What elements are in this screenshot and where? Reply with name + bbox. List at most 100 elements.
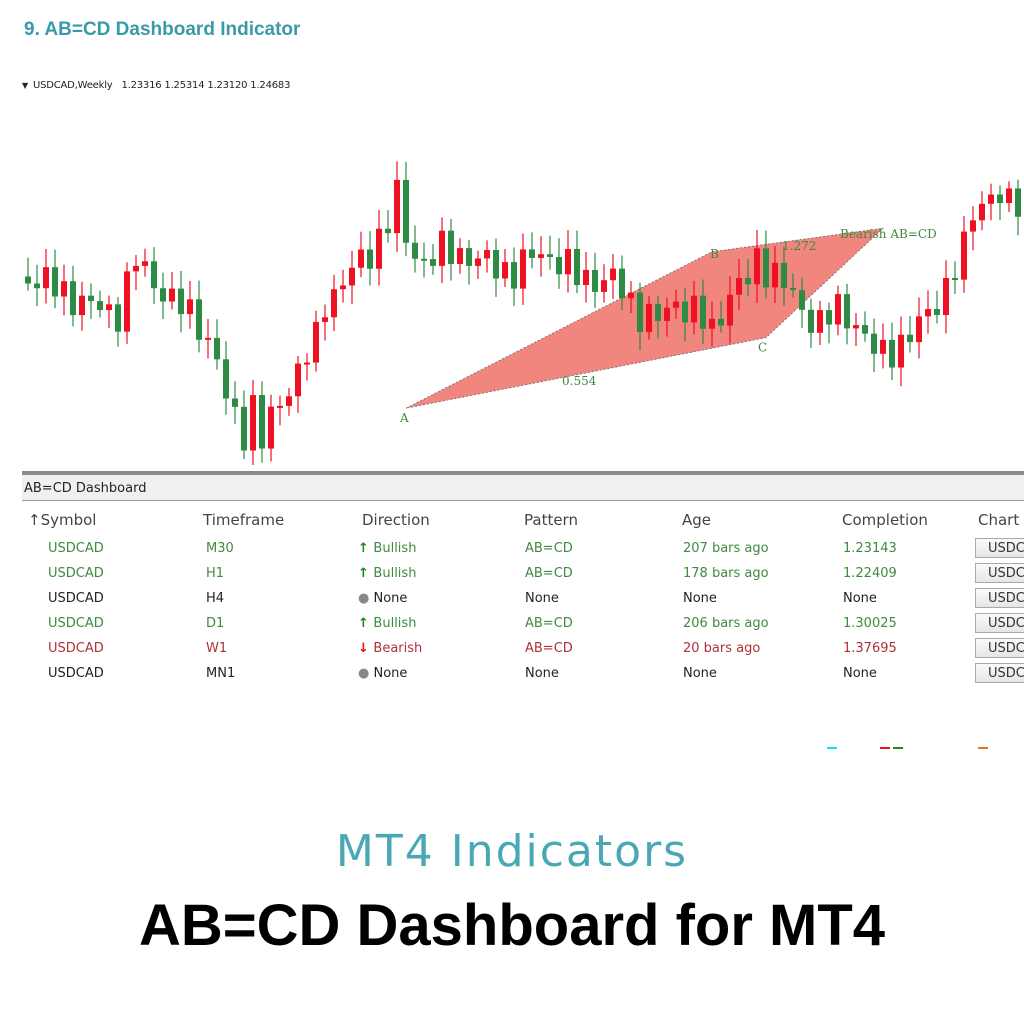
row-pattern: AB=CD bbox=[525, 566, 573, 581]
column-header-completion[interactable]: Completion bbox=[842, 511, 928, 529]
row-age: 20 bars ago bbox=[683, 641, 761, 656]
candle-body bbox=[187, 299, 193, 315]
candle-body bbox=[502, 262, 508, 279]
candle-body bbox=[889, 339, 895, 368]
candle-body bbox=[772, 262, 778, 288]
column-header-chart[interactable]: Chart bbox=[978, 511, 1019, 529]
open-chart-button[interactable]: USDCAD bbox=[975, 613, 1024, 633]
candle-body bbox=[871, 333, 877, 354]
ohlc-high: 1.25314 bbox=[164, 80, 205, 91]
row-pattern: AB=CD bbox=[525, 641, 573, 656]
candle-body bbox=[565, 248, 571, 275]
candle-body bbox=[583, 269, 589, 286]
candle-body bbox=[574, 248, 580, 286]
column-label: Direction bbox=[362, 511, 430, 529]
candle-body bbox=[790, 287, 796, 291]
candle-body bbox=[115, 304, 121, 332]
legend-dash bbox=[893, 747, 903, 749]
candle-body bbox=[529, 249, 535, 258]
candle-body bbox=[925, 309, 931, 317]
candle-body bbox=[826, 310, 832, 325]
panel-divider[interactable] bbox=[22, 471, 1024, 475]
open-chart-button[interactable]: USDCAD bbox=[975, 563, 1024, 583]
column-header-symbol[interactable]: ↑Symbol bbox=[28, 511, 96, 529]
open-chart-button[interactable]: USDCAD bbox=[975, 588, 1024, 608]
arrow-down-icon: ↓ bbox=[358, 641, 374, 656]
candle-body bbox=[169, 288, 175, 302]
candle-body bbox=[322, 317, 328, 322]
row-age: None bbox=[683, 591, 717, 606]
candle-body bbox=[556, 257, 562, 275]
open-chart-button[interactable]: USDCAD bbox=[975, 663, 1024, 683]
row-completion: 1.22409 bbox=[843, 566, 897, 581]
candle-body bbox=[124, 271, 130, 332]
candle-body bbox=[520, 249, 526, 289]
candle-body bbox=[223, 359, 229, 399]
candle-body bbox=[448, 230, 454, 264]
candle-body bbox=[25, 276, 31, 284]
candle-body bbox=[511, 262, 517, 289]
footer-headline: AB=CD Dashboard for MT4 bbox=[138, 893, 885, 958]
candle-body bbox=[637, 292, 643, 333]
candle-body bbox=[781, 262, 787, 288]
column-label: Pattern bbox=[524, 511, 578, 529]
dropdown-triangle-icon[interactable]: ▼ bbox=[22, 81, 28, 90]
candle-body bbox=[592, 269, 598, 292]
candle-body bbox=[214, 337, 220, 360]
column-label: Timeframe bbox=[203, 511, 285, 529]
chart-symbol: USDCAD,Weekly bbox=[32, 80, 113, 91]
candle-body bbox=[727, 294, 733, 326]
candle-body bbox=[799, 290, 805, 310]
column-header-timeframe[interactable]: Timeframe bbox=[203, 511, 284, 529]
ohlc-close: 1.24683 bbox=[250, 80, 291, 91]
ratio-label-bcd: 1.272 bbox=[782, 239, 816, 253]
candle-body bbox=[358, 249, 364, 268]
column-header-pattern[interactable]: Pattern bbox=[524, 511, 578, 529]
candle-body bbox=[862, 325, 868, 334]
candle-body bbox=[475, 258, 481, 266]
candle-body bbox=[205, 337, 211, 340]
candle-body bbox=[979, 203, 985, 221]
row-direction: ● None bbox=[358, 666, 407, 681]
candle-body bbox=[421, 258, 427, 261]
candle-body bbox=[403, 179, 409, 243]
candle-body bbox=[736, 277, 742, 295]
column-label: Chart bbox=[978, 511, 1020, 529]
candle-body bbox=[241, 406, 247, 451]
candle-body bbox=[484, 249, 490, 259]
row-completion: 1.23143 bbox=[843, 541, 897, 556]
row-age: None bbox=[683, 666, 717, 681]
candle-body bbox=[331, 289, 337, 318]
candle-body bbox=[1015, 188, 1021, 217]
candle-body bbox=[313, 321, 319, 363]
open-chart-button[interactable]: USDCAD bbox=[975, 638, 1024, 658]
row-timeframe: M30 bbox=[206, 541, 234, 556]
candle-body bbox=[250, 395, 256, 451]
dot-icon: ● bbox=[358, 591, 374, 606]
row-timeframe: MN1 bbox=[206, 666, 236, 681]
candle-body bbox=[1006, 188, 1012, 204]
arrow-up-icon: ↑ bbox=[358, 541, 374, 556]
direction-label: Bullish bbox=[373, 566, 417, 581]
candle-body bbox=[466, 248, 472, 266]
candlestick-chart[interactable]: A B C 0.554 1.272 Bearish AB=CD bbox=[0, 95, 1024, 465]
candle-body bbox=[349, 267, 355, 286]
column-header-age[interactable]: Age bbox=[682, 511, 711, 529]
open-chart-button[interactable]: USDCAD bbox=[975, 538, 1024, 558]
candle-body bbox=[259, 395, 265, 449]
column-header-direction[interactable]: Direction bbox=[362, 511, 430, 529]
candle-body bbox=[673, 301, 679, 308]
candle-body bbox=[160, 288, 166, 302]
candle-body bbox=[385, 228, 391, 234]
arrow-up-icon: ↑ bbox=[358, 566, 374, 581]
candle-body bbox=[952, 277, 958, 280]
candle-body bbox=[142, 261, 148, 266]
candle-body bbox=[106, 304, 112, 311]
candle-body bbox=[178, 288, 184, 315]
row-direction: ↑ Bullish bbox=[358, 616, 416, 631]
arrow-up-icon: ↑ bbox=[358, 616, 374, 631]
column-label: Completion bbox=[842, 511, 928, 529]
candle-body bbox=[880, 339, 886, 354]
ratio-label-abc: 0.554 bbox=[562, 374, 597, 388]
candle-body bbox=[646, 303, 652, 333]
